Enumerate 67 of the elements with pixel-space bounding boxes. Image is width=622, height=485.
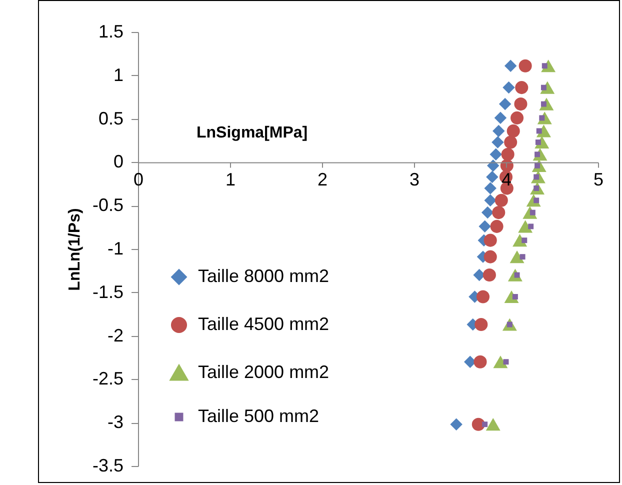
point	[492, 206, 506, 220]
y-tick-label: -3	[107, 412, 124, 432]
legend-label: Taille 4500 mm2	[198, 314, 330, 334]
y-tick-label: -2.5	[92, 368, 124, 389]
point	[493, 356, 508, 368]
point	[510, 111, 524, 124]
point	[540, 84, 546, 90]
point	[474, 355, 487, 368]
point	[502, 81, 515, 94]
legend-label: Taille 8000 mm2	[198, 266, 330, 286]
point	[535, 139, 541, 145]
y-tick-label: -3.5	[92, 456, 124, 476]
point	[484, 182, 496, 194]
y-tick-label: 0.5	[98, 108, 124, 128]
point	[494, 112, 507, 124]
point	[492, 124, 505, 138]
point	[484, 250, 497, 264]
point	[512, 294, 518, 300]
y-tick-label: 1.5	[98, 22, 124, 42]
point	[522, 238, 528, 244]
y-tick-label: -1.5	[92, 282, 124, 302]
point	[478, 220, 491, 233]
y-tick-label: -1	[107, 238, 124, 258]
y-tick-label: -0.5	[92, 195, 124, 216]
y-tick-label: 0	[113, 152, 124, 172]
point	[484, 194, 496, 207]
legend-label: Taille 500 mm2	[198, 406, 320, 426]
point	[536, 128, 542, 134]
point	[486, 418, 500, 431]
point	[510, 250, 524, 264]
point	[515, 81, 528, 94]
point	[476, 290, 490, 304]
legend-label: Taille 2000 mm2	[198, 362, 330, 382]
x-tick-label: 0	[133, 170, 144, 190]
point	[514, 98, 528, 111]
x-tick-label: 3	[409, 170, 420, 190]
point	[474, 318, 488, 332]
point	[486, 160, 500, 172]
point	[542, 63, 548, 69]
y-axis-title: LnLn(1/Ps)	[66, 208, 84, 291]
point	[504, 136, 518, 149]
y-tick-label: -2	[107, 325, 124, 346]
point	[494, 194, 508, 207]
point	[490, 220, 504, 233]
point	[490, 148, 502, 161]
point	[501, 148, 514, 161]
x-tick-label: 1	[225, 170, 236, 190]
x-tick-label: 4	[501, 170, 512, 190]
point	[492, 136, 504, 148]
x-tick-label: 2	[317, 170, 328, 190]
point	[520, 254, 526, 260]
point	[450, 418, 462, 430]
point	[484, 234, 497, 247]
point	[503, 359, 509, 365]
point	[498, 98, 512, 110]
point	[481, 206, 494, 219]
point	[486, 170, 498, 184]
point	[482, 422, 488, 428]
point	[482, 268, 496, 282]
point	[518, 59, 532, 72]
point	[506, 124, 520, 138]
point	[518, 220, 533, 233]
x-axis-title: LnSigma[MPa]	[196, 124, 308, 142]
point	[528, 224, 534, 230]
y-tick-label: 1	[113, 64, 124, 85]
x-tick-label: 5	[593, 170, 604, 190]
point	[504, 60, 517, 72]
